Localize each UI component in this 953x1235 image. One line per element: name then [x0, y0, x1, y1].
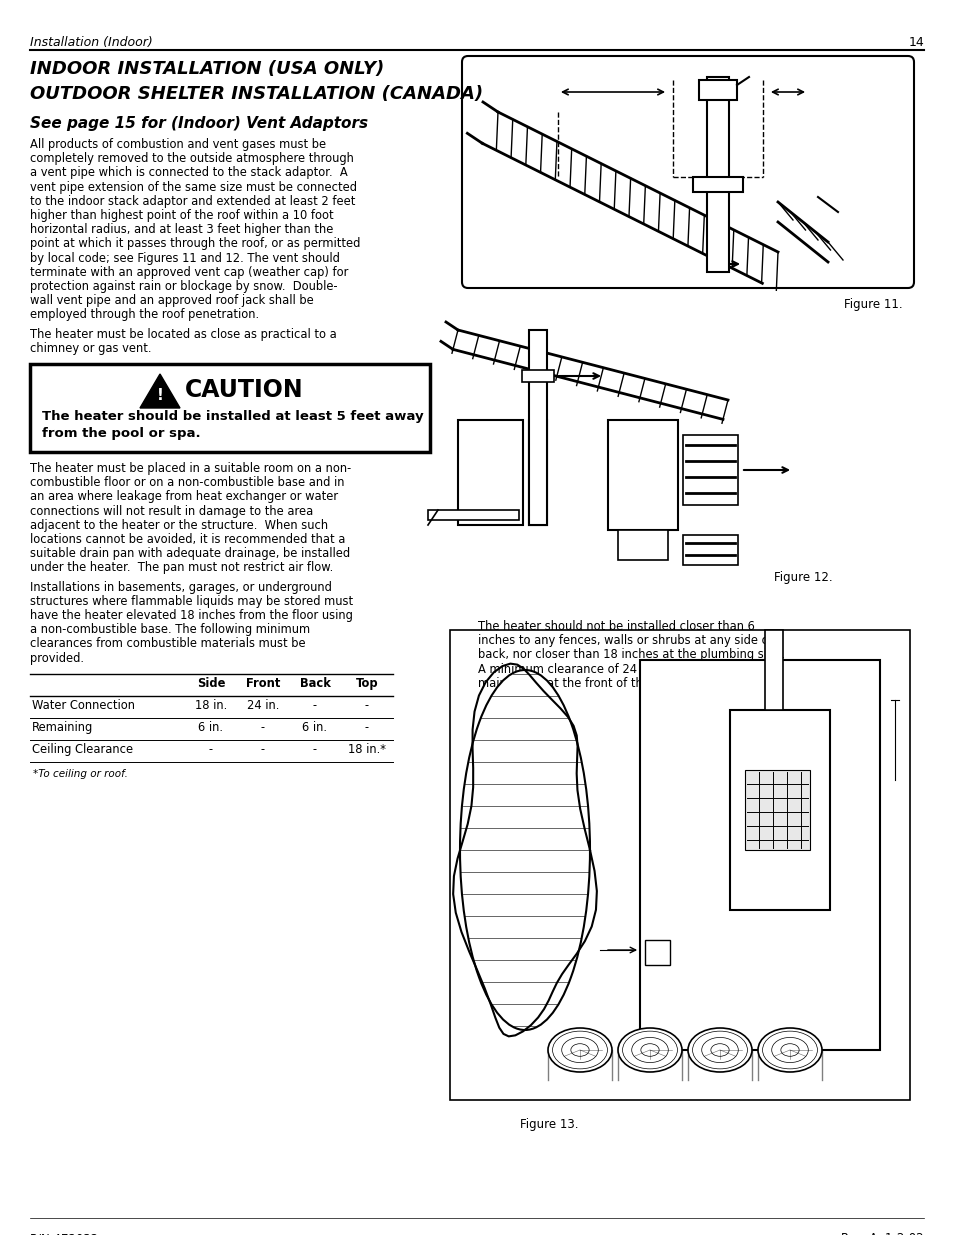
Bar — [764, 630, 782, 710]
Text: CAUTION: CAUTION — [185, 378, 303, 403]
Text: chimney or gas vent.: chimney or gas vent. — [30, 342, 152, 354]
Text: Top: Top — [355, 677, 378, 690]
Text: combustible floor or on a non-combustible base and in: combustible floor or on a non-combustibl… — [30, 477, 344, 489]
Bar — [682, 435, 738, 505]
Bar — [699, 80, 737, 100]
Text: 24 in.: 24 in. — [247, 699, 279, 711]
Text: structures where flammable liquids may be stored must: structures where flammable liquids may b… — [30, 595, 353, 608]
Text: a non-combustible base. The following minimum: a non-combustible base. The following mi… — [30, 624, 310, 636]
Text: point at which it passes through the roof, or as permitted: point at which it passes through the roo… — [30, 237, 360, 251]
Text: to the indoor stack adaptor and extended at least 2 feet: to the indoor stack adaptor and extended… — [30, 195, 355, 207]
Text: adjacent to the heater or the structure.  When such: adjacent to the heater or the structure.… — [30, 519, 328, 532]
Text: connections will not result in damage to the area: connections will not result in damage to… — [30, 505, 313, 517]
Text: under the heater.  The pan must not restrict air flow.: under the heater. The pan must not restr… — [30, 562, 333, 574]
Text: -: - — [365, 699, 369, 711]
Text: suitable drain pan with adequate drainage, be installed: suitable drain pan with adequate drainag… — [30, 547, 350, 561]
Bar — [692, 177, 742, 191]
Bar — [607, 420, 678, 530]
Bar — [639, 659, 879, 1050]
Text: by local code; see Figures 11 and 12. The vent should: by local code; see Figures 11 and 12. Th… — [30, 252, 339, 264]
Ellipse shape — [618, 1028, 681, 1072]
Text: INDOOR INSTALLATION (USA ONLY): INDOOR INSTALLATION (USA ONLY) — [30, 61, 384, 78]
Text: employed through the roof penetration.: employed through the roof penetration. — [30, 309, 259, 321]
Text: Side: Side — [196, 677, 225, 690]
Text: Back: Back — [299, 677, 330, 690]
Text: horizontal radius, and at least 3 feet higher than the: horizontal radius, and at least 3 feet h… — [30, 224, 333, 236]
Text: Remaining: Remaining — [32, 721, 93, 734]
Text: Figure 13.: Figure 13. — [519, 1118, 578, 1131]
Bar — [529, 330, 546, 525]
Text: All products of combustion and vent gases must be: All products of combustion and vent gase… — [30, 138, 326, 151]
Bar — [644, 940, 669, 965]
Bar — [450, 630, 909, 1100]
Bar — [729, 710, 829, 910]
Text: The heater must be located as close as practical to a: The heater must be located as close as p… — [30, 327, 336, 341]
Text: A minimum clearance of 24 inches must be: A minimum clearance of 24 inches must be — [477, 663, 728, 676]
Text: back, nor closer than 18 inches at the plumbing side.: back, nor closer than 18 inches at the p… — [477, 648, 784, 662]
Text: -: - — [261, 721, 265, 734]
Text: an area where leakage from heat exchanger or water: an area where leakage from heat exchange… — [30, 490, 337, 504]
Text: Front: Front — [246, 677, 280, 690]
Text: 18 in.: 18 in. — [194, 699, 227, 711]
Text: The heater should be installed at least 5 feet away: The heater should be installed at least … — [42, 410, 423, 424]
Text: completely removed to the outside atmosphere through: completely removed to the outside atmosp… — [30, 152, 354, 165]
Text: -: - — [261, 742, 265, 756]
Text: higher than highest point of the roof within a 10 foot: higher than highest point of the roof wi… — [30, 209, 334, 222]
Text: Figure 11.: Figure 11. — [843, 298, 902, 311]
Bar — [521, 370, 554, 382]
Text: provided.: provided. — [30, 652, 84, 664]
Text: Figure 12.: Figure 12. — [774, 571, 832, 584]
Bar — [457, 420, 522, 525]
Text: 6 in.: 6 in. — [302, 721, 327, 734]
Bar — [529, 420, 546, 525]
Text: !: ! — [156, 389, 163, 404]
Ellipse shape — [687, 1028, 751, 1072]
Text: -: - — [313, 699, 316, 711]
Text: -: - — [209, 742, 213, 756]
Text: have the heater elevated 18 inches from the floor using: have the heater elevated 18 inches from … — [30, 609, 353, 622]
Text: The heater must be placed in a suitable room on a non-: The heater must be placed in a suitable … — [30, 462, 351, 475]
Text: from the pool or spa.: from the pool or spa. — [42, 427, 200, 440]
Text: Water Connection: Water Connection — [32, 699, 135, 711]
Text: -: - — [313, 742, 316, 756]
Ellipse shape — [459, 671, 589, 1030]
Text: Installation (Indoor): Installation (Indoor) — [30, 36, 152, 49]
Text: 14: 14 — [907, 36, 923, 49]
Bar — [744, 769, 809, 850]
Text: clearances from combustible materials must be: clearances from combustible materials mu… — [30, 637, 305, 651]
Text: See page 15 for (Indoor) Vent Adaptors: See page 15 for (Indoor) Vent Adaptors — [30, 116, 368, 131]
Text: inches to any fences, walls or shrubs at any side or: inches to any fences, walls or shrubs at… — [477, 635, 773, 647]
Text: OUTDOOR SHELTER INSTALLATION (CANADA): OUTDOOR SHELTER INSTALLATION (CANADA) — [30, 85, 482, 103]
Text: -: - — [365, 721, 369, 734]
Text: protection against rain or blockage by snow.  Double-: protection against rain or blockage by s… — [30, 280, 337, 293]
Text: a vent pipe which is connected to the stack adaptor.  A: a vent pipe which is connected to the st… — [30, 167, 348, 179]
Text: P/N 472032: P/N 472032 — [30, 1233, 98, 1235]
Text: locations cannot be avoided, it is recommended that a: locations cannot be avoided, it is recom… — [30, 534, 345, 546]
Bar — [706, 77, 728, 272]
Text: Ceiling Clearance: Ceiling Clearance — [32, 742, 133, 756]
Text: maintained at the front of the heater.: maintained at the front of the heater. — [477, 677, 694, 690]
Bar — [30, 364, 430, 452]
Text: terminate with an approved vent cap (weather cap) for: terminate with an approved vent cap (wea… — [30, 266, 348, 279]
Bar — [428, 510, 518, 520]
Text: Installations in basements, garages, or underground: Installations in basements, garages, or … — [30, 580, 332, 594]
FancyBboxPatch shape — [461, 56, 913, 288]
Bar — [682, 535, 738, 564]
Polygon shape — [140, 374, 180, 408]
Text: 18 in.*: 18 in.* — [348, 742, 386, 756]
Bar — [618, 530, 667, 559]
Text: The heater should not be installed closer than 6: The heater should not be installed close… — [477, 620, 754, 634]
Text: vent pipe extension of the same size must be connected: vent pipe extension of the same size mus… — [30, 180, 356, 194]
Text: wall vent pipe and an approved roof jack shall be: wall vent pipe and an approved roof jack… — [30, 294, 314, 308]
Text: *To ceiling or roof.: *To ceiling or roof. — [33, 769, 128, 779]
Text: Rev. A  1-2-02: Rev. A 1-2-02 — [841, 1233, 923, 1235]
Text: 6 in.: 6 in. — [198, 721, 223, 734]
Ellipse shape — [547, 1028, 612, 1072]
Ellipse shape — [758, 1028, 821, 1072]
